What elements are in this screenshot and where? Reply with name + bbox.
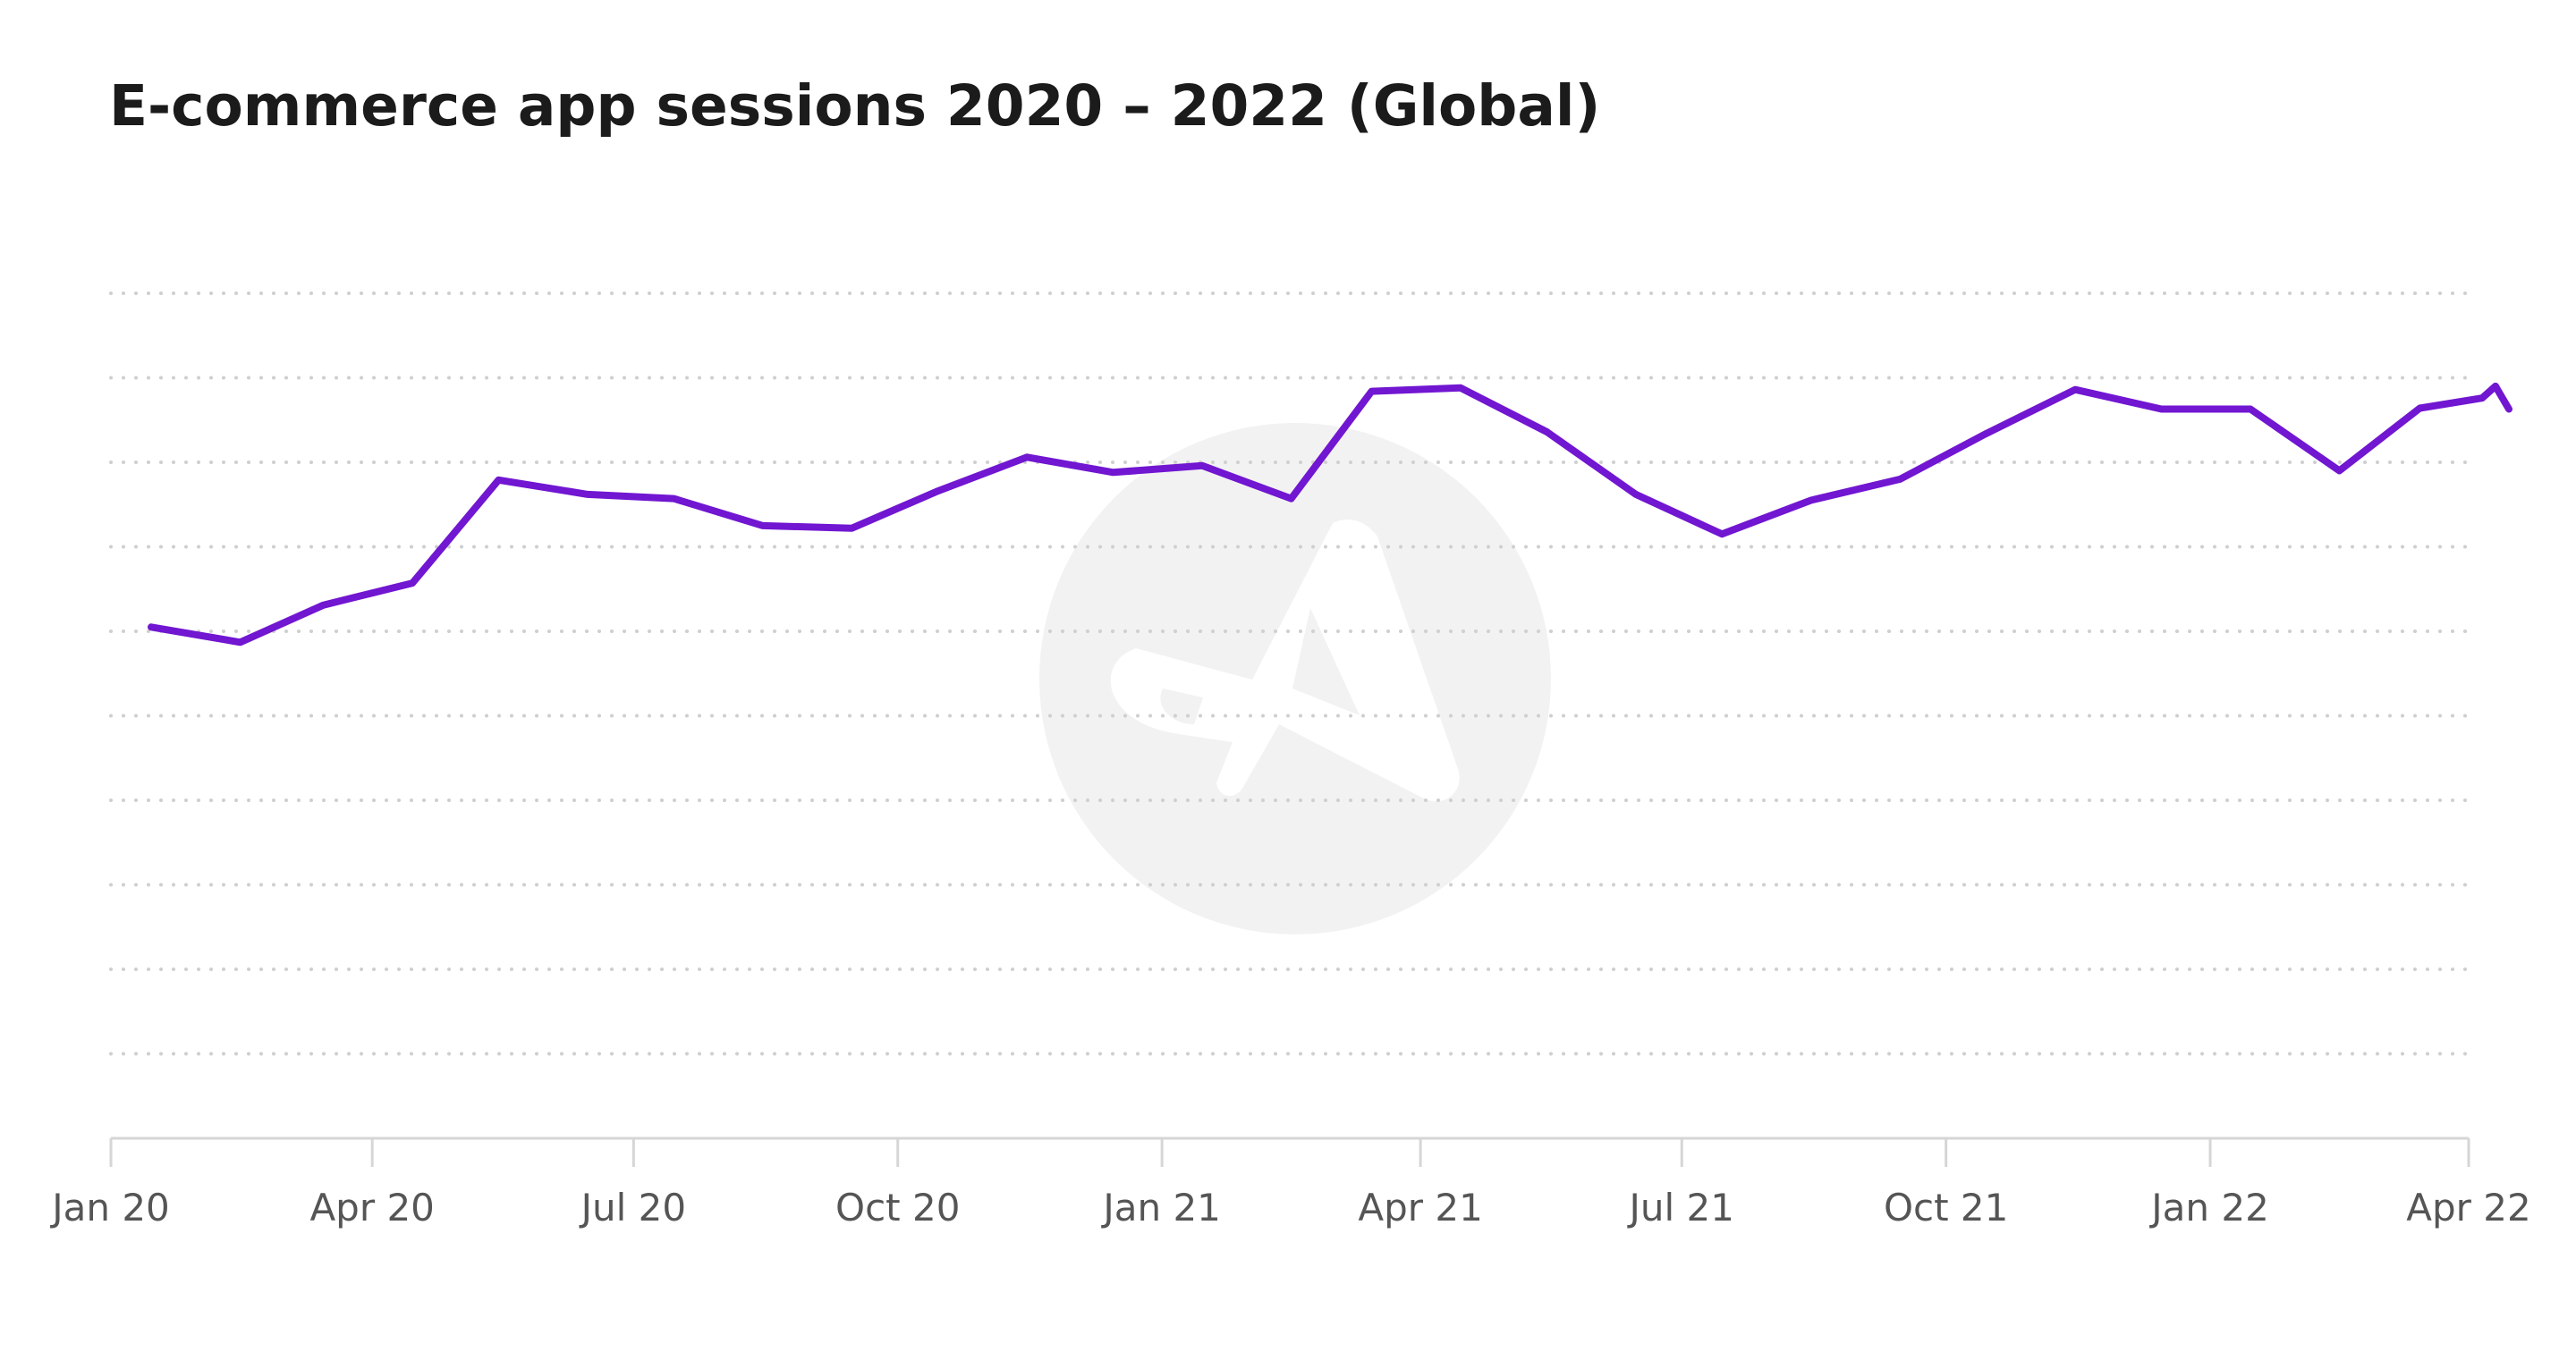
x-tick-label: Apr 20: [309, 1186, 434, 1229]
grid-lines: [109, 292, 2470, 1056]
watermark-circle: [1039, 423, 1551, 934]
watermark-glyph: [1110, 519, 1460, 802]
x-tick-label: Apr 21: [1358, 1186, 1482, 1229]
watermark-logo: [1039, 423, 1551, 934]
chart-title: E-commerce app sessions 2020 – 2022 (Glo…: [109, 73, 1601, 139]
x-tick-label: Jan 20: [49, 1186, 170, 1229]
x-tick-label: Jan 22: [2148, 1186, 2269, 1229]
x-tick-label: Jul 21: [1627, 1186, 1734, 1229]
x-axis: Jan 20 Apr 20 Jul 20 Oct 20 Jan 21 Apr 21 Jul …: [49, 1137, 2531, 1229]
series-line: [148, 382, 2512, 646]
x-tick-label: Jul 20: [579, 1186, 686, 1229]
x-tick-label: Oct 20: [835, 1186, 960, 1229]
x-tick-label: Oct 21: [1884, 1186, 2008, 1229]
x-tick-label: Apr 22: [2406, 1186, 2530, 1229]
x-tick-label: Jan 21: [1100, 1186, 1221, 1229]
series-layer: [148, 382, 2512, 646]
